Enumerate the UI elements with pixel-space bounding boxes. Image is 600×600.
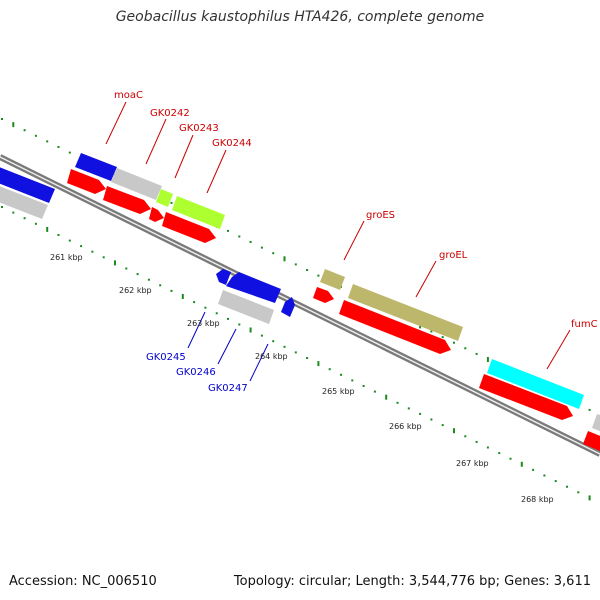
cds-arrow-red[interactable] [313, 287, 334, 303]
label-leaders [105, 101, 571, 382]
gene-label-gk0243[interactable]: GK0243 [179, 123, 219, 134]
gene-label-gk0245[interactable]: GK0245 [146, 352, 186, 363]
feature-track [0, 153, 600, 453]
cds-arrow-red[interactable] [103, 186, 151, 214]
gene-bar-grey[interactable] [592, 414, 600, 433]
gene-label-moac[interactable]: moaC [114, 90, 143, 101]
scale-label-265: 265 kbp [322, 387, 355, 396]
cds-arrow-blue[interactable] [216, 269, 231, 285]
gene-bar-grey[interactable] [111, 168, 162, 200]
blue-feature-bar[interactable] [0, 165, 55, 203]
cds-arrow-red[interactable] [479, 374, 573, 420]
scale-label-267: 267 kbp [456, 459, 489, 468]
olive-feature-bar[interactable] [320, 269, 345, 290]
cds-arrow-red[interactable] [67, 169, 106, 194]
gene-label-gk0244[interactable]: GK0244 [212, 138, 252, 149]
map-title: Geobacillus kaustophilus HTA426, complet… [115, 9, 485, 25]
olive-feature-bar[interactable] [348, 284, 463, 341]
genome-backbone [0, 154, 600, 457]
genome-stats-text: Topology: circular; Length: 3,544,776 bp… [233, 574, 591, 589]
cds-arrow-red[interactable] [149, 207, 164, 222]
scale-label-263: 263 kbp [187, 319, 220, 328]
gene-label-gk0242[interactable]: GK0242 [150, 108, 190, 119]
gene-label-groes[interactable]: groES [366, 210, 395, 221]
gene-labels: moaC GK0242 GK0243 GK0244 groES groEL fu… [114, 90, 598, 394]
gene-label-gk0246[interactable]: GK0246 [176, 367, 216, 378]
gene-bar-grey[interactable] [218, 290, 274, 324]
gene-label-groel[interactable]: groEL [439, 250, 468, 261]
gene-bar-grey[interactable] [0, 184, 48, 219]
scale-label-264: 264 kbp [255, 352, 288, 361]
scale-label-262: 262 kbp [119, 286, 152, 295]
gene-label-fumc[interactable]: fumC [571, 319, 598, 330]
cds-arrow-red[interactable] [339, 300, 451, 354]
accession-text: Accession: NC_006510 [9, 574, 157, 589]
lime-feature-bar[interactable] [172, 196, 225, 229]
cyan-feature-bar[interactable] [487, 359, 584, 409]
scale-label-261: 261 kbp [50, 253, 83, 262]
scale-labels: 261 kbp 262 kbp 263 kbp 264 kbp 265 kbp … [50, 253, 554, 504]
scale-ticks-lower [1, 206, 591, 501]
cds-arrow-blue[interactable] [281, 297, 295, 317]
scale-label-266: 266 kbp [389, 422, 422, 431]
cds-arrow-blue[interactable] [226, 272, 281, 303]
scale-label-268: 268 kbp [521, 495, 554, 504]
gene-label-gk0247[interactable]: GK0247 [208, 383, 248, 394]
cds-arrow-red[interactable] [583, 431, 600, 453]
cds-arrow-red[interactable] [162, 212, 216, 243]
blue-feature-bar[interactable] [75, 153, 117, 181]
lime-feature-bar[interactable] [156, 189, 173, 207]
